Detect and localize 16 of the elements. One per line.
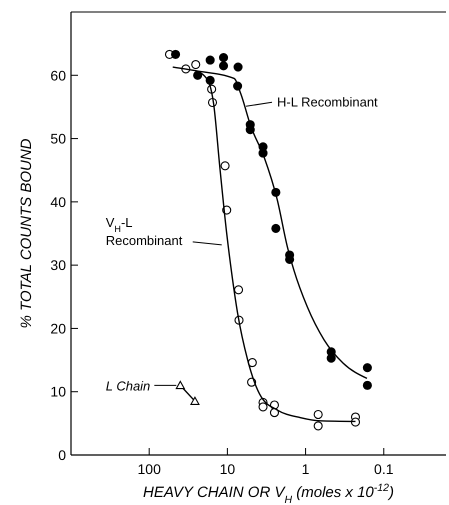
y-axis-title: % TOTAL COUNTS BOUND <box>18 138 35 329</box>
y-tick-label: 30 <box>50 257 66 274</box>
x-tick-label: 1 <box>302 461 310 477</box>
x-axis-title: HEAVY CHAIN OR V$_{H}$ (moles x 10$^{-12}$) <box>143 482 394 505</box>
y-tick-label: 60 <box>50 67 66 84</box>
y-tick-label: 50 <box>50 130 66 147</box>
x-tick-label: 0.1 <box>374 461 394 477</box>
x-tick-label: 100 <box>138 461 162 477</box>
y-tick-label: 40 <box>50 194 66 210</box>
y-tick-label: 20 <box>50 320 66 336</box>
annotation: V$_{H}$-L Recombinant <box>106 214 183 248</box>
y-tick-label: 10 <box>50 384 66 400</box>
y-tick-label: 0 <box>58 447 66 463</box>
x-tick-label: 10 <box>220 461 236 477</box>
annotation: L Chain <box>106 378 150 394</box>
annotation: H-L Recombinant <box>277 94 378 110</box>
